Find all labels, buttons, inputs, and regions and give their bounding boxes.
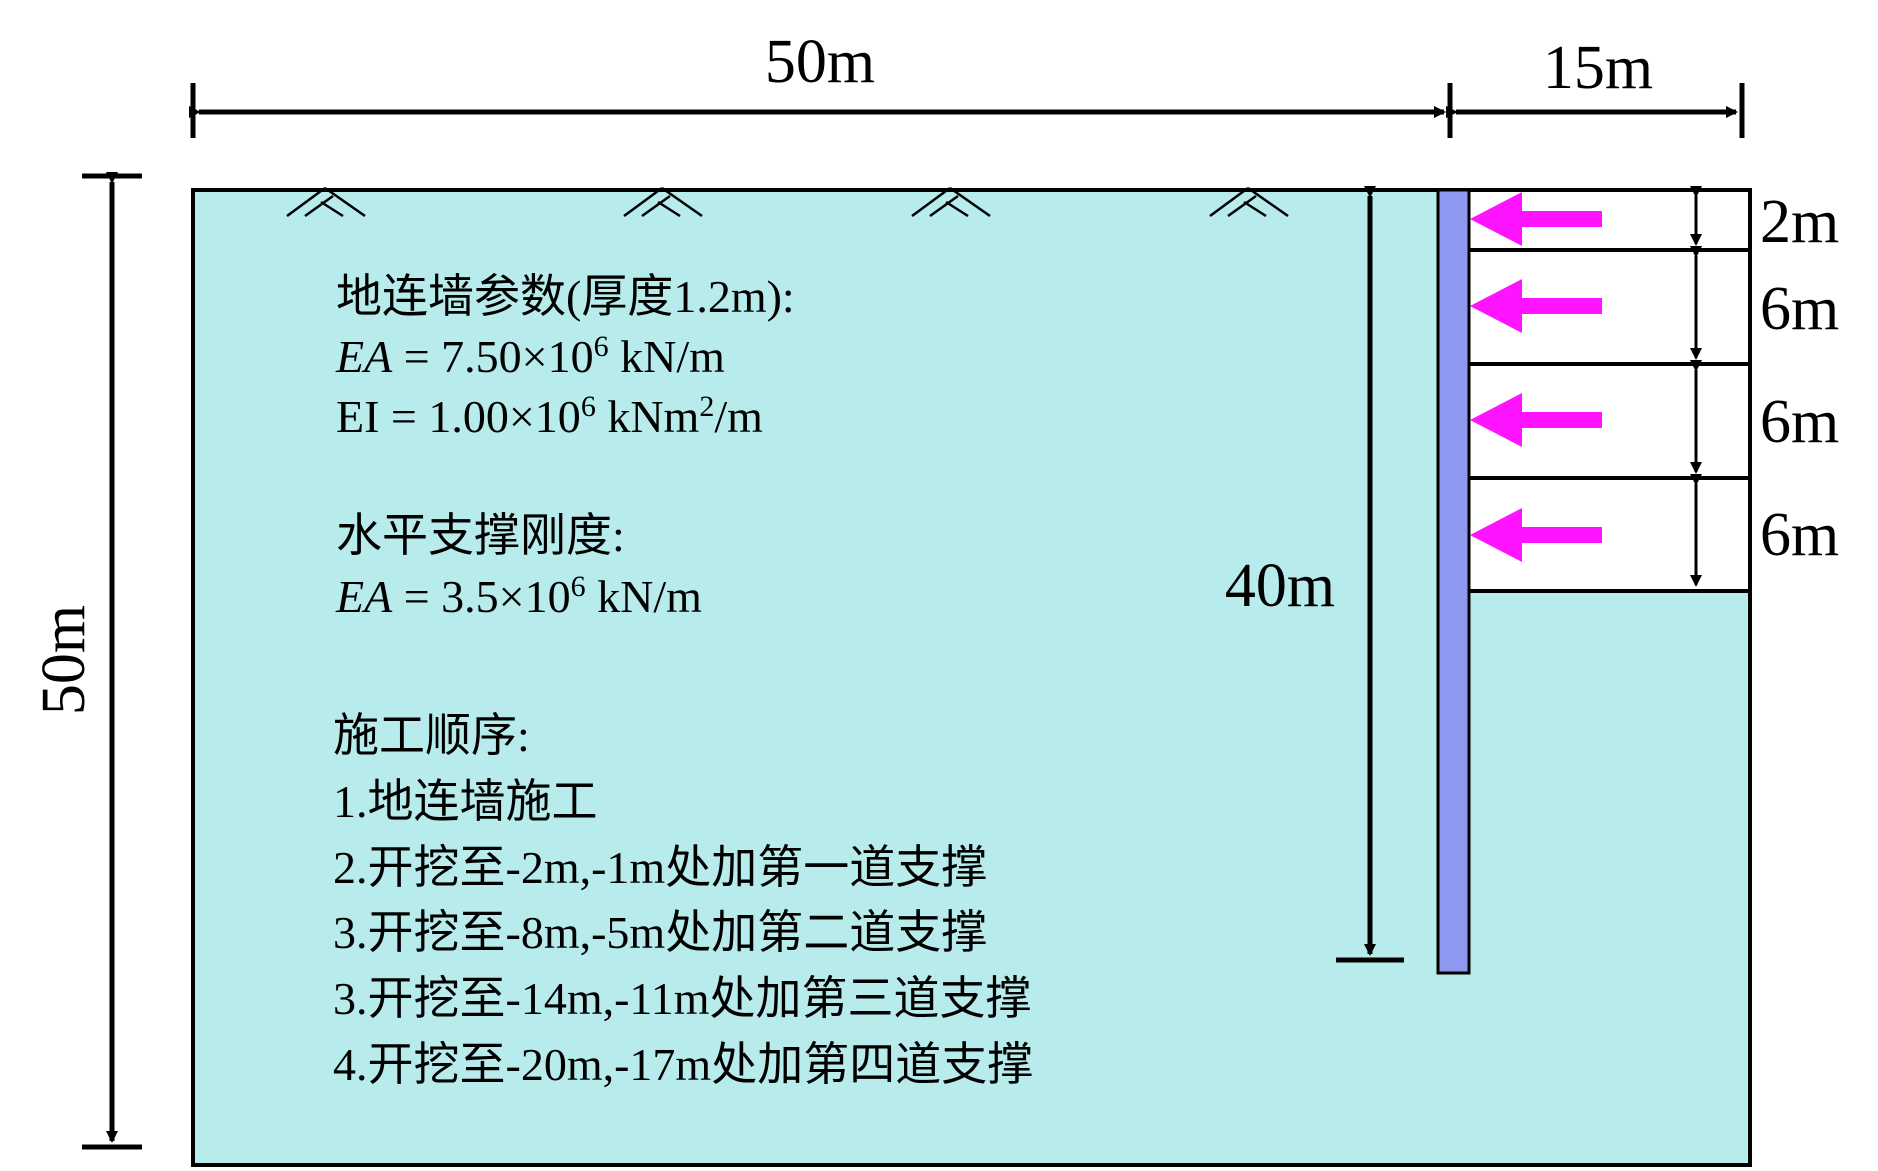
ground-symbol: [286, 186, 366, 218]
wall-ei-line: EI = 1.00×106 kNm2/m: [336, 390, 763, 442]
wall-depth-dimension: [1336, 186, 1404, 963]
top-dimension: [189, 83, 1745, 138]
strut-arrow-3: [1470, 393, 1602, 447]
ground-symbol: [911, 186, 991, 218]
sequence-step-4: 3.开挖至-14m,-11m处加第三道支撑: [333, 973, 1032, 1024]
ground-symbol: [1209, 186, 1289, 218]
dim-label-50m-left: 50m: [30, 605, 98, 715]
construction-sequence: 施工顺序: 1.地连墙施工 2.开挖至-2m,-1m处加第一道支撑 3.开挖至-…: [333, 710, 1033, 1090]
excavation-outline: [1469, 188, 1752, 593]
left-dimension: [82, 172, 142, 1150]
sequence-step-3: 3.开挖至-8m,-5m处加第二道支撑: [333, 907, 987, 958]
strut-arrow-1: [1470, 192, 1602, 246]
dim-label-wall-depth: 40m: [1225, 552, 1335, 620]
sequence-step-5: 4.开挖至-20m,-17m处加第四道支撑: [333, 1039, 1033, 1090]
strut-ea-line: EA = 3.5×106 kN/m: [335, 570, 702, 622]
ground-symbol: [623, 186, 703, 218]
ground-surface-symbols: [286, 186, 1289, 218]
dim-label-spacing-1: 2m: [1760, 188, 1839, 256]
dim-label-spacing-3: 6m: [1760, 388, 1839, 456]
strut-arrow-4: [1470, 508, 1602, 562]
sequence-heading: 施工顺序:: [333, 710, 530, 761]
wall-ea-line: EA = 7.50×106 kN/m: [335, 330, 725, 382]
strut-arrows: [1470, 192, 1602, 562]
strut-arrow-2: [1470, 279, 1602, 333]
wall-params-heading: 地连墙参数(厚度1.2m):: [336, 271, 795, 322]
dim-label-15m-top: 15m: [1543, 34, 1653, 102]
dim-label-50m-top: 50m: [765, 28, 875, 96]
sequence-step-1: 1.地连墙施工: [333, 776, 598, 827]
sequence-step-2: 2.开挖至-2m,-1m处加第一道支撑: [333, 842, 987, 893]
dim-label-spacing-4: 6m: [1760, 501, 1839, 569]
parameter-block: 地连墙参数(厚度1.2m): EA = 7.50×106 kN/m EI = 1…: [335, 271, 795, 622]
strut-params-heading: 水平支撑刚度:: [336, 510, 625, 561]
dim-label-spacing-2: 6m: [1760, 275, 1839, 343]
diaphragm-wall: [1436, 188, 1471, 975]
